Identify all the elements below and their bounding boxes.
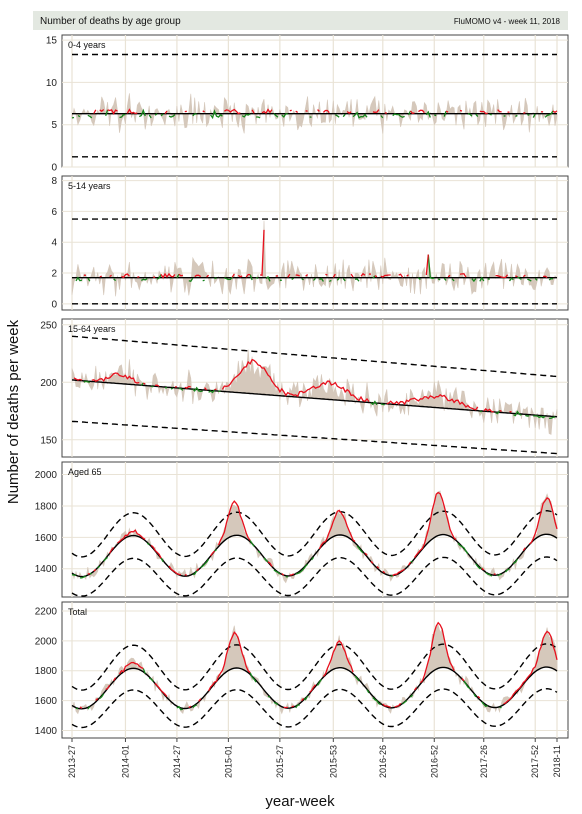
baseline-line <box>71 666 558 710</box>
panel-frame <box>61 175 569 311</box>
y-tick-label: 8 <box>51 176 57 187</box>
panel-3: 1400 1600 1800 2000 Aged 65 <box>35 461 569 598</box>
upper-limit-line <box>71 335 558 378</box>
corrected-series-line <box>87 491 558 577</box>
header-title: Number of deaths by age group <box>40 16 181 27</box>
y-tick-label: 2200 <box>35 606 58 617</box>
y-tick-label: 4 <box>51 238 57 249</box>
y-tick-label: 1800 <box>35 501 58 512</box>
panel-frame <box>61 461 569 598</box>
x-tick-label: 2016-52 <box>429 745 439 778</box>
panel-2: 150 200 250 15-64 years <box>40 318 569 458</box>
y-tick-label: 1600 <box>35 696 58 707</box>
y-tick-label: 5 <box>51 120 57 131</box>
y-tick-label: 10 <box>46 78 58 89</box>
y-tick-label: 250 <box>40 320 57 331</box>
x-tick-label: 2016-26 <box>378 745 388 778</box>
panel-title: 5-14 years <box>68 181 111 191</box>
y-tick-label: 0 <box>51 163 57 174</box>
panel-title: 15-64 years <box>68 324 116 334</box>
x-tick-label: 2014-27 <box>172 745 182 778</box>
panel-title: Total <box>68 607 87 617</box>
y-axis-title: Number of deaths per week <box>5 319 22 504</box>
lower-limit-line <box>71 556 558 597</box>
upper-limit-line <box>71 509 558 558</box>
panel-frame <box>61 601 569 739</box>
x-tick-labels: 2013-27 2014-01 2014-27 2015-01 2015-27 2015-… <box>67 738 562 778</box>
corrected-series-line <box>79 621 558 709</box>
y-tick-label: 2 <box>51 269 57 280</box>
upper-limit-line <box>71 643 558 691</box>
y-tick-label: 2000 <box>35 636 58 647</box>
y-tick-label: 2000 <box>35 470 58 481</box>
x-tick-label: 2013-27 <box>67 745 77 778</box>
x-tick-label: 2017-26 <box>479 745 489 778</box>
y-tick-label: 1400 <box>35 726 58 737</box>
panel-4: 1400 1600 1800 2000 2200 Total <box>35 601 569 739</box>
y-tick-label: 6 <box>51 207 57 218</box>
observed-series-line <box>83 380 556 420</box>
y-tick-label: 15 <box>46 36 58 47</box>
x-tick-label: 2015-27 <box>275 745 285 778</box>
panel-0: 0 5 10 15 0-4 years <box>46 34 569 174</box>
y-tick-label: 1400 <box>35 564 58 575</box>
x-tick-label: 2018-11 <box>552 745 562 777</box>
observed-series-line <box>71 108 554 120</box>
y-tick-label: 1600 <box>35 533 58 544</box>
x-tick-label: 2014-01 <box>120 745 130 778</box>
y-tick-label: 200 <box>40 378 57 389</box>
panel-title: 0-4 years <box>68 40 106 50</box>
x-tick-label: 2017-52 <box>530 745 540 778</box>
corrected-series-line <box>93 108 558 115</box>
panel-1: 0 2 4 6 8 5-14 years <box>51 175 569 311</box>
baseline-line <box>71 533 558 578</box>
lower-limit-line <box>71 420 558 455</box>
panel-title: Aged 65 <box>68 467 102 477</box>
y-tick-label: 0 <box>51 299 57 310</box>
x-tick-label: 2015-53 <box>328 745 338 778</box>
x-axis-title: year-week <box>265 793 335 810</box>
x-tick-label: 2015-01 <box>223 745 233 778</box>
header-version: FluMOMO v4 - week 11, 2018 <box>454 17 561 26</box>
y-tick-label: 150 <box>40 435 57 446</box>
lower-limit-line <box>71 687 558 729</box>
y-tick-label: 1800 <box>35 666 58 677</box>
header-bar <box>33 11 568 30</box>
